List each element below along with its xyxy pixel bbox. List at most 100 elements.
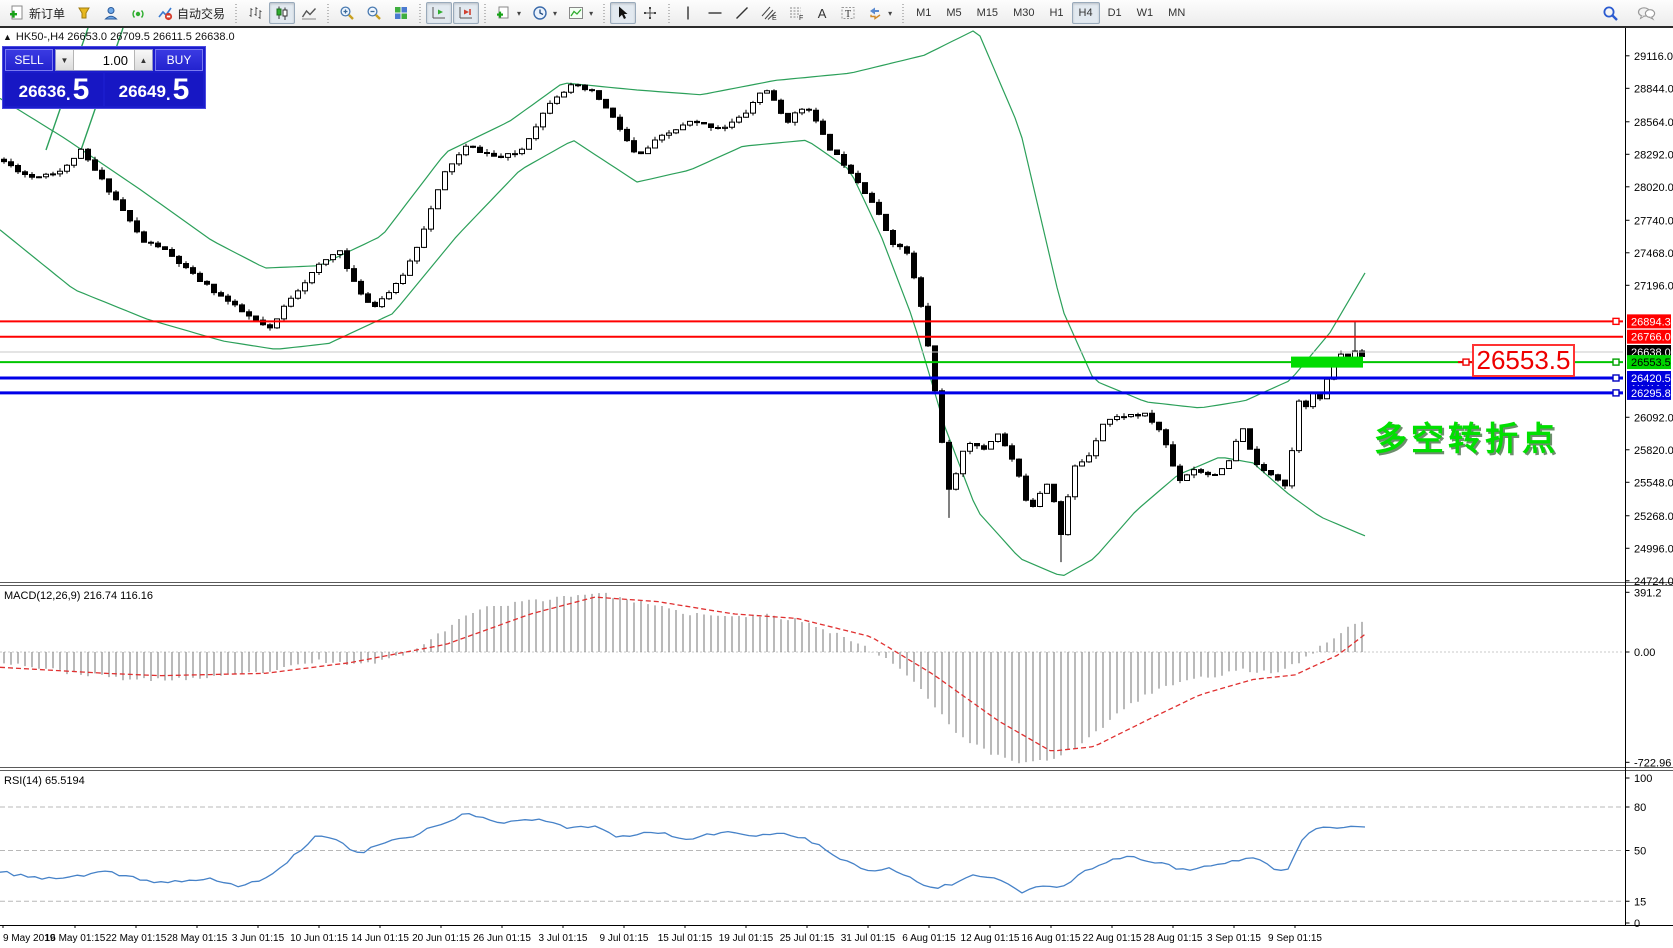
signals-icon <box>132 10 144 18</box>
auto-scroll-button[interactable] <box>426 2 453 24</box>
text-label-tool-button[interactable]: T <box>835 2 861 24</box>
callout-marker <box>1462 358 1470 366</box>
time-axis-label: 16 Aug 01:15 <box>1022 933 1081 944</box>
toolbar-separator <box>666 2 673 24</box>
timeframe-w1-button[interactable]: W1 <box>1136 7 1154 19</box>
price-tick-label: 27740.0 <box>1634 215 1673 227</box>
price-tick-label: 27196.0 <box>1634 280 1673 292</box>
navigator-button[interactable] <box>98 2 124 24</box>
equidistant-channel-icon: E <box>761 6 777 21</box>
zoom-in-button[interactable] <box>334 2 360 24</box>
templates-button[interactable]: ▾ <box>563 2 598 24</box>
line-chart-icon <box>301 8 317 20</box>
timeframe-m5-button[interactable]: M5 <box>946 7 962 19</box>
horizontal-line-tool-button[interactable] <box>702 2 728 24</box>
volume-increase-button[interactable]: ▲ <box>134 50 152 70</box>
text-tool-button[interactable]: A <box>810 2 834 24</box>
market-watch-icon <box>78 7 90 19</box>
chart-shift-button[interactable] <box>453 2 480 24</box>
price-tag-26553.5 <box>1627 355 1671 370</box>
turning-point-annotation[interactable]: 多空转折点 <box>1374 420 1559 457</box>
candlestick-icon <box>276 6 288 20</box>
line-marker <box>1612 374 1620 382</box>
text-label-icon: T <box>841 7 855 20</box>
time-axis-label: 26 Jun 01:15 <box>473 933 531 944</box>
search-button[interactable] <box>1597 2 1624 24</box>
tile-windows-button[interactable] <box>388 2 414 24</box>
volume-input[interactable]: 1.00 <box>102 52 128 68</box>
time-axis-label: 20 Jun 01:15 <box>412 933 470 944</box>
sell-price[interactable]: 26636. 5 <box>5 73 103 106</box>
sell-price-main: 26636 <box>18 82 66 101</box>
chart-shift-icon <box>459 7 473 19</box>
timeframe-d1-button[interactable]: D1 <box>1107 7 1122 19</box>
time-axis-label: 28 May 01:15 <box>167 933 228 944</box>
price-tick-label: 24996.0 <box>1634 543 1673 555</box>
volume-stepper: ▼ 1.00 ▲ <box>55 49 153 71</box>
toolbar-separator <box>482 2 489 24</box>
chat-button[interactable] <box>1632 2 1661 24</box>
zoom-out-button[interactable] <box>361 2 387 24</box>
price-tick-label: 24724.0 <box>1634 576 1673 588</box>
buy-price[interactable]: 26649. 5 <box>105 73 203 106</box>
time-axis-label: 31 Jul 01:15 <box>841 933 896 944</box>
timeframe-mn-button[interactable]: MN <box>1168 7 1186 19</box>
new-chart-button[interactable]: ▾ <box>491 2 526 24</box>
signals-button[interactable] <box>125 2 151 24</box>
volume-decrease-button[interactable]: ▼ <box>56 50 74 70</box>
chart-canvas[interactable]: 29116.0 28844.0 28564.0 28292.0 28020.0 27740… <box>0 28 1673 948</box>
toolbar-separator <box>601 2 608 24</box>
bear-candles <box>1 84 1365 535</box>
price-tick-label: 28564.0 <box>1634 117 1673 129</box>
time-axis-label: 22 Aug 01:15 <box>1083 933 1142 944</box>
buy-price-dot: . <box>165 85 171 104</box>
periods-button[interactable]: ▾ <box>527 2 562 24</box>
macd-indicator-label: MACD(12,26,9) 216.74 116.16 <box>4 590 153 602</box>
price-tag-26894.3 <box>1627 314 1671 329</box>
timeframe-m30-button[interactable]: M30 <box>1013 7 1035 19</box>
fibonacci-tool-button[interactable]: F <box>783 2 809 24</box>
rsi-scale-label: 80 <box>1634 802 1646 814</box>
price-tag-label: 26766.0 <box>1631 332 1671 344</box>
fibonacci-icon: F <box>790 7 803 21</box>
sell-button[interactable]: SELL <box>5 49 53 71</box>
time-axis-label: 9 May 2019 <box>3 933 56 944</box>
one-click-price-row: 26636. 5 26649. 5 <box>5 73 203 106</box>
highlight-rectangle <box>1291 356 1363 368</box>
line-chart-mode-button[interactable] <box>296 2 322 24</box>
arrows-icon <box>870 7 881 20</box>
toolbar-separator <box>325 2 332 24</box>
timeframe-m15-button[interactable]: M15 <box>976 7 999 19</box>
rsi-scale-label: 50 <box>1634 846 1646 858</box>
timeframe-h1-button[interactable]: H1 <box>1049 7 1064 19</box>
auto-trading-button[interactable]: 自动交易 <box>152 2 230 24</box>
market-watch-button[interactable] <box>71 2 97 24</box>
timeframe-m1-button[interactable]: M1 <box>916 7 932 19</box>
crosshair-tool-button[interactable] <box>637 2 663 24</box>
trendline-icon <box>736 7 749 19</box>
bar-chart-mode-button[interactable] <box>242 2 268 24</box>
timeframe-h4-button[interactable]: H4 <box>1071 2 1100 24</box>
one-click-trading-panel: SELL ▼ 1.00 ▲ BUY 26636. 5 26649. 5 <box>2 46 206 109</box>
new-order-button[interactable]: 新订单 <box>4 2 70 24</box>
rsi-indicator-label: RSI(14) 65.5194 <box>4 775 85 787</box>
price-callout-box[interactable]: 26553.5 <box>1472 344 1575 377</box>
trendline-tool-button[interactable] <box>729 2 755 24</box>
time-axis-label: 25 Jul 01:15 <box>780 933 835 944</box>
channel-tool-button[interactable]: E <box>756 2 782 24</box>
arrows-tool-button[interactable]: ▾ <box>862 2 897 24</box>
candlestick-mode-button[interactable] <box>269 2 296 24</box>
macd-scale-label: 391.2 <box>1634 587 1662 599</box>
one-click-top-row: SELL ▼ 1.00 ▲ BUY <box>5 49 203 71</box>
vertical-line-icon <box>687 6 689 20</box>
vertical-line-tool-button[interactable] <box>675 2 701 24</box>
new-chart-icon <box>497 6 509 19</box>
time-axis-label: 3 Sep 01:15 <box>1207 933 1261 944</box>
buy-button[interactable]: BUY <box>155 49 203 71</box>
price-tick-label: 25548.0 <box>1634 477 1673 489</box>
cursor-tool-button[interactable] <box>610 2 637 24</box>
pane-separator <box>0 770 1673 771</box>
tile-windows-icon <box>395 7 408 19</box>
line-marker <box>1612 317 1620 326</box>
